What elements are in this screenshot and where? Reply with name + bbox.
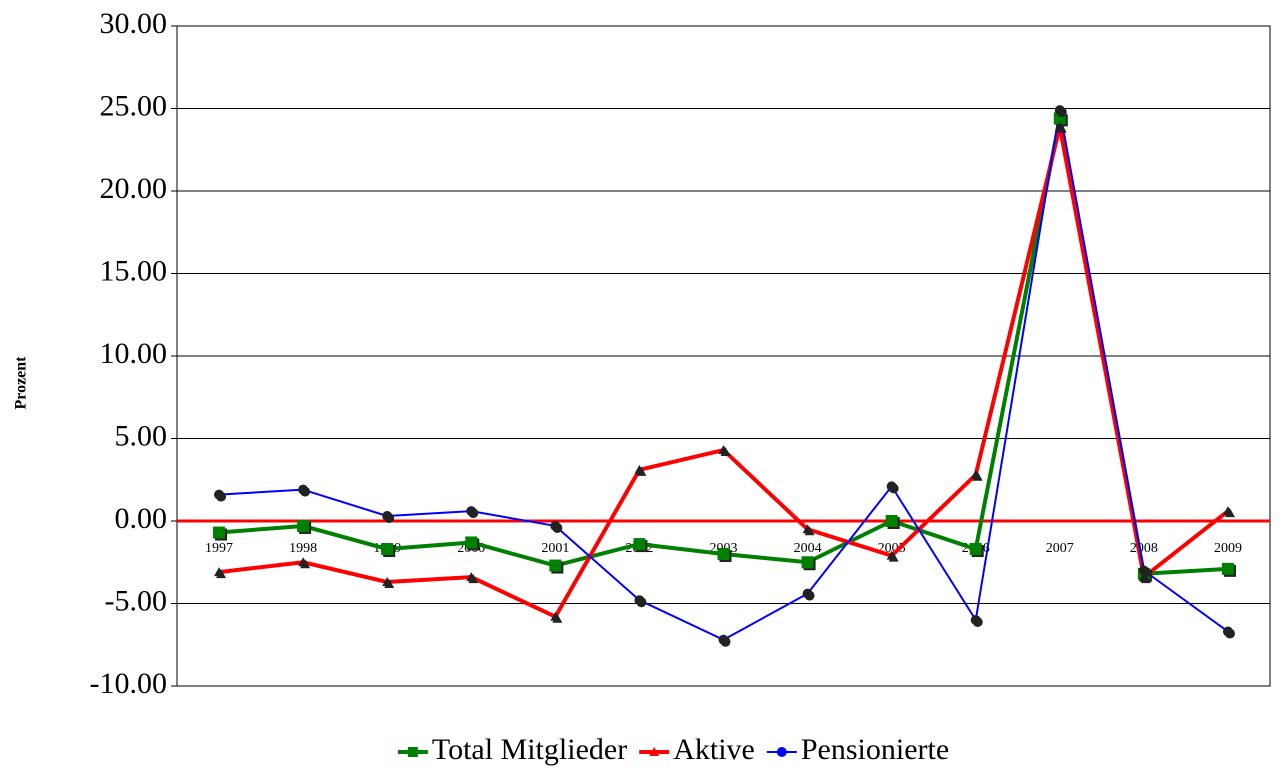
y-tick-label: 15.00 xyxy=(100,254,168,287)
marker xyxy=(1054,105,1065,116)
marker xyxy=(382,511,393,522)
marker xyxy=(382,577,393,587)
marker xyxy=(1222,506,1233,516)
marker xyxy=(634,595,645,606)
y-tick-label: -5.00 xyxy=(105,584,168,617)
legend: Total Mitglieder Aktive Pensionierte xyxy=(397,733,949,766)
series-line xyxy=(218,116,1229,576)
x-tick-label: 2009 xyxy=(1214,541,1242,556)
marker xyxy=(381,543,394,556)
marker xyxy=(970,469,981,479)
x-tick-label: 2001 xyxy=(541,541,569,556)
legend-label: Pensionierte xyxy=(801,733,949,766)
legend-marker xyxy=(407,747,418,757)
x-tick-label: 2004 xyxy=(794,541,822,556)
marker xyxy=(1054,121,1065,131)
x-tick-label: 1997 xyxy=(205,541,233,556)
marker xyxy=(718,634,729,645)
legend-marker xyxy=(649,747,660,756)
y-tick-label: -10.00 xyxy=(90,667,168,700)
marker xyxy=(214,567,225,577)
legend-marker xyxy=(776,747,787,757)
marker xyxy=(633,538,646,551)
marker xyxy=(802,524,813,534)
marker xyxy=(717,548,730,560)
y-tick-label: 5.00 xyxy=(115,419,168,452)
marker xyxy=(801,556,814,569)
y-tick-label: 0.00 xyxy=(115,502,168,535)
marker xyxy=(466,506,477,517)
y-tick-label: 10.00 xyxy=(100,337,168,370)
marker xyxy=(969,543,982,556)
x-tick-label: 1998 xyxy=(289,541,317,556)
marker xyxy=(465,536,478,549)
marker xyxy=(718,445,729,455)
marker xyxy=(297,519,310,532)
marker xyxy=(1221,562,1234,575)
marker xyxy=(466,572,477,582)
marker xyxy=(970,615,981,625)
marker xyxy=(213,526,226,539)
marker xyxy=(550,611,561,621)
marker xyxy=(886,550,897,560)
y-tick-label: 30.00 xyxy=(100,7,168,40)
marker xyxy=(298,557,309,567)
x-tick-label: 2007 xyxy=(1046,541,1074,556)
marker xyxy=(802,588,813,599)
y-tick-label: 20.00 xyxy=(100,172,168,205)
y-axis-label: Prozent xyxy=(13,356,30,410)
legend-label: Aktive xyxy=(673,733,755,766)
marker xyxy=(1138,565,1149,576)
marker xyxy=(634,464,645,474)
marker xyxy=(298,484,309,495)
marker xyxy=(550,520,561,531)
marker xyxy=(549,559,562,572)
marker xyxy=(885,515,898,527)
marker xyxy=(214,489,225,500)
y-tick-label: 25.00 xyxy=(100,89,168,122)
marker xyxy=(1222,626,1233,637)
legend-label: Total Mitglieder xyxy=(432,733,627,766)
x-tick-label: 2008 xyxy=(1130,541,1158,556)
marker xyxy=(886,481,897,492)
